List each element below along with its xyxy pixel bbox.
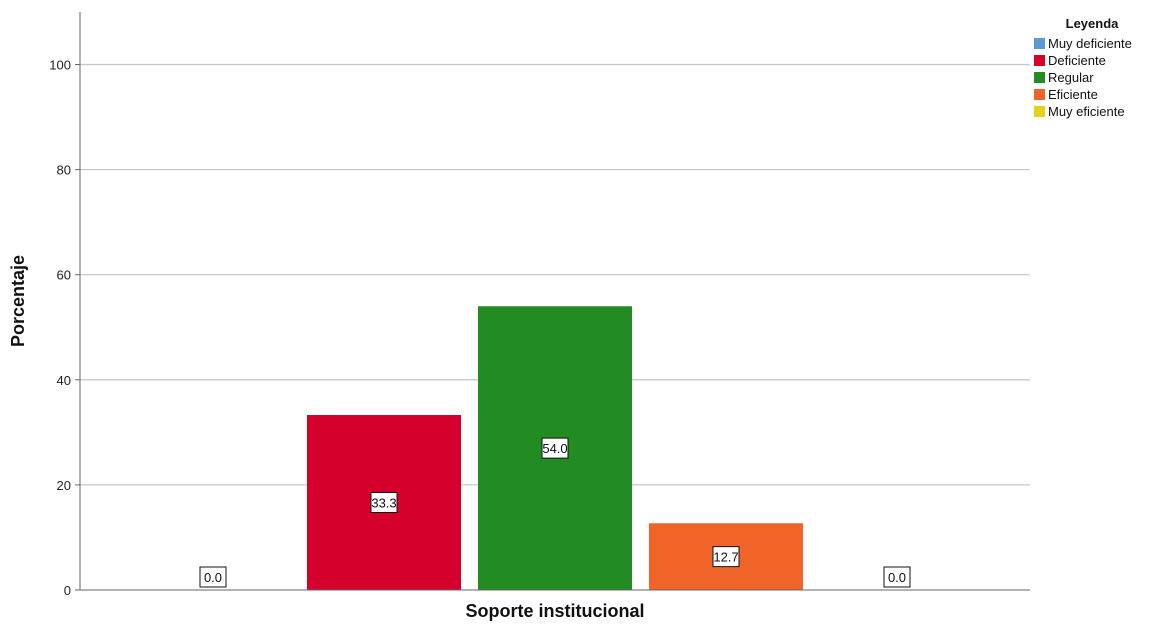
legend: Leyenda Muy deficiente Deficiente Regular E… [1034,16,1132,119]
data-labels: 0.0 33.3 54.0 12.7 0.0 [199,437,911,588]
svg-text:54.0: 54.0 [542,441,567,456]
x-axis-title: Soporte institucional [465,601,644,621]
legend-label: Regular [1048,70,1094,85]
y-axis: 0 20 40 60 80 100 [49,58,80,598]
legend-label: Eficiente [1048,87,1098,102]
y-tick-label: 20 [57,478,71,493]
legend-swatch [1034,55,1045,66]
data-label: 0.0 [883,566,911,588]
legend-title: Leyenda [1066,16,1120,31]
svg-text:33.3: 33.3 [371,496,396,511]
y-tick-label: 0 [64,583,71,598]
y-tick-label: 100 [49,58,71,73]
y-tick-label: 80 [57,163,71,178]
svg-text:12.7: 12.7 [713,550,738,565]
svg-text:0.0: 0.0 [888,570,906,585]
legend-swatch [1034,38,1045,49]
y-tick-label: 40 [57,373,71,388]
data-label: 54.0 [541,437,569,459]
data-label: 12.7 [712,546,740,568]
legend-label: Muy deficiente [1048,36,1132,51]
svg-text:0.0: 0.0 [204,570,222,585]
legend-label: Deficiente [1048,53,1106,68]
legend-swatch [1034,106,1045,117]
y-axis-title: Porcentaje [8,255,28,347]
y-tick-label: 60 [57,268,71,283]
data-label: 0.0 [199,566,227,588]
legend-swatch [1034,89,1045,100]
data-label: 33.3 [370,492,398,514]
legend-label: Muy eficiente [1048,104,1125,119]
legend-swatch [1034,72,1045,83]
gridlines [80,63,1030,486]
